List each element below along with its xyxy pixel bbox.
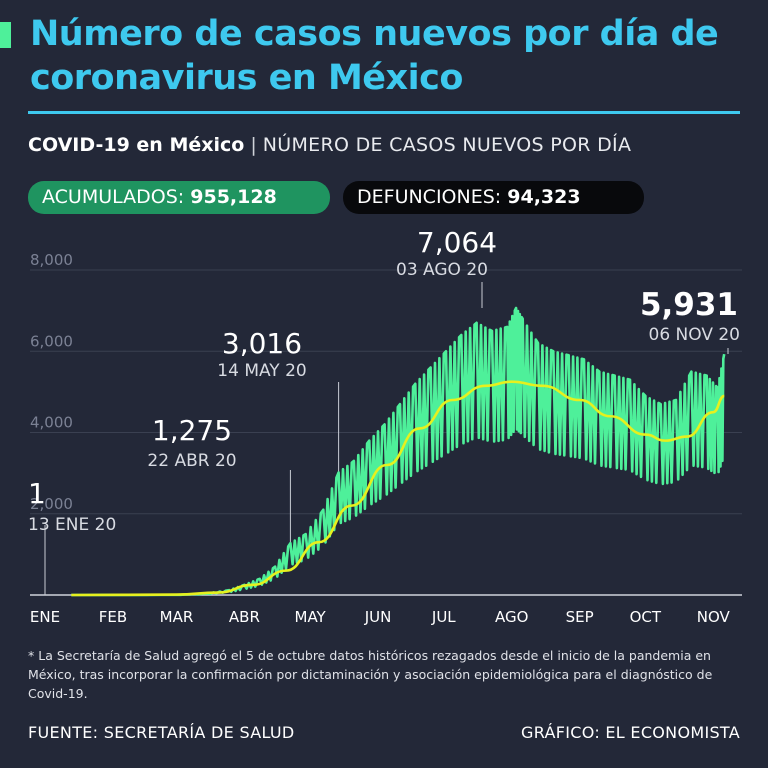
annotation-value: 1,275 (152, 414, 232, 447)
x-tick-label: OCT (630, 608, 662, 626)
subtitle-separator: | (250, 134, 257, 156)
y-tick-label: 2,000 (30, 495, 73, 513)
subtitle-country: COVID-19 en México (28, 134, 245, 156)
x-tick-label: MAY (295, 608, 327, 626)
y-tick-label: 8,000 (30, 251, 73, 269)
x-tick-label: FEB (99, 608, 127, 626)
title-accent-bar (0, 22, 11, 48)
annotation-date: 22 ABR 20 (147, 451, 236, 471)
x-tick-label: MAR (160, 608, 194, 626)
subtitle-description: NÚMERO DE CASOS NUEVOS POR DÍA (262, 134, 632, 156)
annotation-value: 1 (28, 477, 46, 510)
deaths-label: DEFUNCIONES: (357, 186, 502, 208)
annotation-date: 14 MAY 20 (217, 361, 306, 381)
accumulated-label: ACUMULADOS: (42, 186, 185, 208)
x-tick-label: JUL (431, 608, 456, 626)
x-tick-label: AGO (495, 608, 528, 626)
cases-chart: 2,000 4,000 6,000 8,000 ENE FEB MAR ABR MAY JUN JU… (28, 230, 742, 626)
x-tick-label: SEP (566, 608, 594, 626)
annotation-value: 5,931 (640, 287, 738, 323)
daily-cases-line (71, 306, 726, 597)
source-credit: FUENTE: SECRETARÍA DE SALUD (28, 723, 295, 742)
footnote: * La Secretaría de Salud agregó el 5 de … (28, 648, 713, 701)
graphic-credit: GRÁFICO: EL ECONOMISTA (521, 723, 740, 742)
annotation-date: 13 ENE 20 (28, 515, 116, 535)
chart-subtitle: COVID-19 en México | NÚMERO DE CASOS NUEVO… (28, 134, 631, 156)
y-tick-label: 6,000 (30, 332, 73, 350)
y-tick-label: 4,000 (30, 414, 73, 432)
x-tick-label: NOV (697, 608, 731, 626)
x-tick-label: ABR (229, 608, 260, 626)
annotation-value: 3,016 (222, 327, 302, 360)
accumulated-cases-badge: ACUMULADOS: 955,128 (28, 181, 330, 214)
chart-title: Número de casos nuevos por día de corona… (30, 14, 719, 98)
title-divider (28, 111, 740, 114)
annotation-date: 06 NOV 20 (649, 325, 741, 345)
accumulated-value: 955,128 (190, 186, 277, 208)
deaths-value: 94,323 (507, 186, 581, 208)
annotation-value: 7,064 (417, 230, 497, 259)
deaths-badge: DEFUNCIONES: 94,323 (343, 181, 644, 214)
x-tick-label: JUN (364, 608, 392, 626)
x-tick-label: ENE (30, 608, 60, 626)
annotation-date: 03 AGO 20 (396, 260, 488, 280)
trend-line (71, 380, 725, 597)
